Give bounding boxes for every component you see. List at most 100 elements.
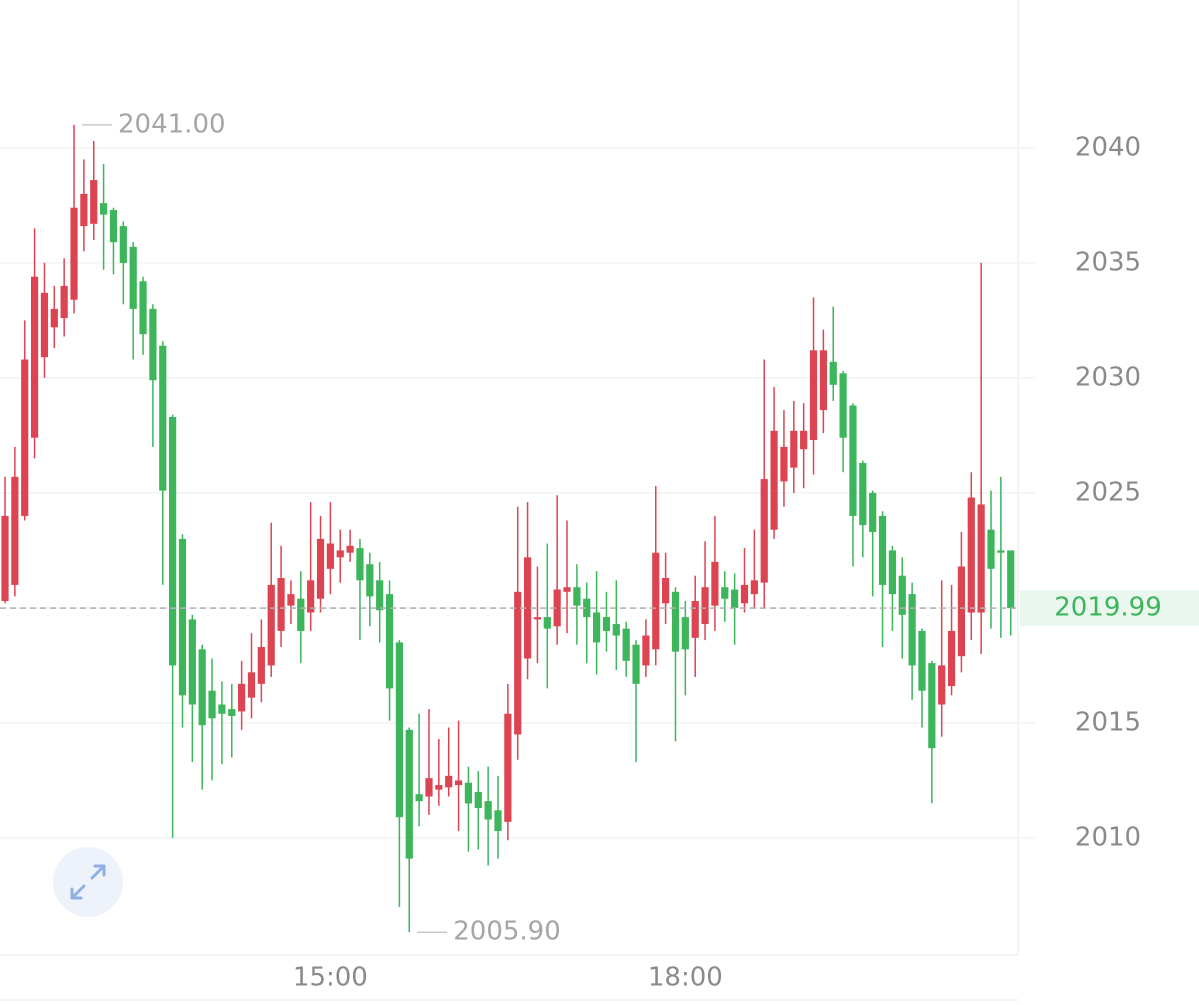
last-price-label: 2019.99 <box>1054 593 1162 623</box>
expand-button[interactable] <box>53 847 123 917</box>
candle-body <box>681 617 689 650</box>
candle-body <box>316 538 325 599</box>
candle-body <box>464 782 473 804</box>
candle-body <box>878 515 887 585</box>
candle-body <box>346 545 354 553</box>
candle-body <box>632 644 640 684</box>
candle-body <box>356 548 364 581</box>
candle-body <box>405 729 413 859</box>
y-tick-label: 2040 <box>1075 132 1141 162</box>
candle-body <box>129 246 137 309</box>
y-tick-label: 2010 <box>1075 822 1141 852</box>
candle-body <box>70 207 78 300</box>
candle-body <box>218 704 226 714</box>
annotation-label: 2005.90 <box>453 917 561 947</box>
candle-body <box>109 209 118 243</box>
candle-body <box>395 642 403 818</box>
candle-body <box>662 578 670 604</box>
candle-body <box>257 647 265 684</box>
candle-body <box>474 791 482 809</box>
candle-body <box>888 550 896 595</box>
candle-body <box>228 709 236 717</box>
candle-body <box>957 566 966 657</box>
x-tick-label: 15:00 <box>293 963 368 993</box>
candle-body <box>701 587 709 625</box>
candle-body <box>790 430 798 468</box>
candle-body <box>918 630 926 691</box>
candle-body <box>691 601 699 638</box>
candle-body <box>602 617 611 631</box>
candle-body <box>770 430 778 530</box>
candle-body <box>415 794 423 802</box>
candle-body <box>238 683 246 712</box>
candle-body <box>504 713 512 822</box>
candle-body <box>750 580 758 595</box>
y-tick-label: 2025 <box>1075 477 1141 507</box>
candle-body <box>652 552 660 650</box>
candle-body <box>573 587 581 606</box>
candle-body <box>612 624 620 636</box>
y-tick-label: 2035 <box>1075 247 1141 277</box>
candle-body <box>30 276 39 438</box>
candle-body <box>80 193 88 227</box>
candle-body <box>21 359 29 516</box>
candle-body <box>208 690 216 719</box>
candle-body <box>169 417 177 666</box>
candle-body <box>514 591 522 735</box>
candle-body <box>277 578 285 631</box>
candle-body <box>967 497 975 613</box>
candle-body <box>484 801 492 820</box>
candle-body <box>839 373 847 438</box>
candle-body <box>267 584 275 666</box>
candle-body <box>385 594 394 689</box>
candle-body <box>11 476 19 585</box>
candle-body <box>987 529 995 569</box>
expand-circle[interactable] <box>53 847 123 917</box>
candle-body <box>60 285 68 319</box>
candle-body <box>731 589 739 608</box>
candle-body <box>1 515 9 602</box>
candle-body <box>800 430 808 450</box>
x-tick-label: 18:00 <box>648 963 723 993</box>
candle-body <box>898 575 906 615</box>
candle-body <box>869 492 877 533</box>
candle-body <box>938 665 946 705</box>
candle-body <box>593 612 601 643</box>
candle-body <box>159 345 167 491</box>
candle-body <box>247 672 256 698</box>
candle-body <box>376 580 384 611</box>
candle-body <box>366 564 374 597</box>
candle-body <box>947 630 956 687</box>
candle-body <box>760 479 768 583</box>
candle-body <box>100 203 108 215</box>
candle-body <box>721 587 729 599</box>
candle-body <box>425 778 433 797</box>
candle-body <box>671 591 680 652</box>
expand-icon[interactable] <box>70 864 106 900</box>
candle-body <box>178 538 187 696</box>
candle-body <box>553 589 561 627</box>
candle-body <box>297 598 305 631</box>
candle-body <box>1007 550 1015 609</box>
candle-body <box>119 226 127 263</box>
candle-body <box>533 617 542 620</box>
last-price-box <box>1020 590 1199 627</box>
candle-body <box>40 292 49 358</box>
candle-body <box>829 361 837 385</box>
candle-body <box>849 405 857 516</box>
annotation-label: 2041.00 <box>118 109 226 139</box>
candle-body <box>198 649 206 726</box>
candle-body <box>90 180 98 224</box>
candle-body <box>622 628 630 661</box>
candle-body <box>711 561 719 606</box>
candle-body <box>287 594 295 606</box>
candle-body <box>307 580 315 613</box>
candle-body <box>188 619 196 705</box>
candle-body <box>523 557 532 659</box>
candle-body <box>50 308 58 328</box>
candle-body <box>859 463 867 526</box>
candle-body <box>583 598 591 618</box>
candle-body <box>928 663 936 749</box>
candle-body <box>435 785 443 790</box>
